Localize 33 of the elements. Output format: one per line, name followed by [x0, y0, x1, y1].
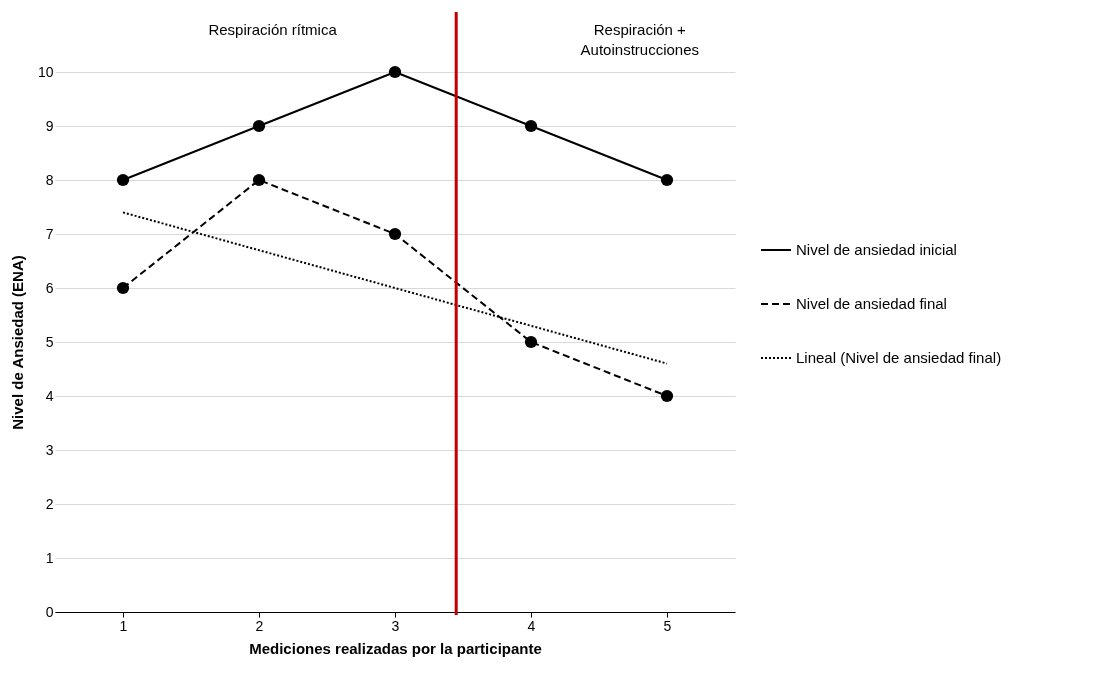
- y-tick-label: 1: [45, 549, 54, 566]
- text: Respiración rítmica: [208, 21, 338, 38]
- x-tick-label: 4: [527, 617, 536, 634]
- legend-label: Lineal (Nivel de ansiedad final): [796, 349, 1002, 366]
- text: Respiración + Autoinstrucciones: [580, 21, 699, 58]
- y-tick-label: 10: [37, 63, 54, 80]
- point: [388, 227, 402, 241]
- y-tick-label: 5: [45, 333, 54, 350]
- y-tick-label: 8: [45, 171, 54, 188]
- y-axis-title: Nivel de Ansiedad (ENA): [8, 255, 26, 430]
- legend-label: Nivel de ansiedad final: [796, 295, 947, 312]
- y-tick-label: 7: [45, 225, 54, 242]
- y-tick-label: 3: [45, 441, 54, 458]
- legend-label: Nivel de ansiedad inicial: [796, 241, 957, 258]
- point: [252, 173, 266, 187]
- point: [252, 119, 266, 133]
- point: [116, 173, 130, 187]
- point: [524, 335, 538, 349]
- point: [660, 389, 674, 403]
- x-tick-label: 5: [663, 617, 672, 634]
- x-tick-label: 3: [391, 617, 400, 634]
- y-tick-label: 9: [45, 117, 54, 134]
- x-tick-label: 1: [119, 617, 128, 634]
- y-tick-label: 0: [45, 603, 54, 620]
- point: [388, 65, 402, 79]
- y-tick-label: 6: [45, 279, 54, 296]
- x-tick-label: 2: [255, 617, 264, 634]
- y-tick-label: 2: [45, 495, 54, 512]
- y-tick-label: 4: [45, 387, 54, 404]
- point: [524, 119, 538, 133]
- x-axis-title: Mediciones realizadas por la participante: [249, 639, 542, 657]
- point: [116, 281, 130, 295]
- point: [660, 173, 674, 187]
